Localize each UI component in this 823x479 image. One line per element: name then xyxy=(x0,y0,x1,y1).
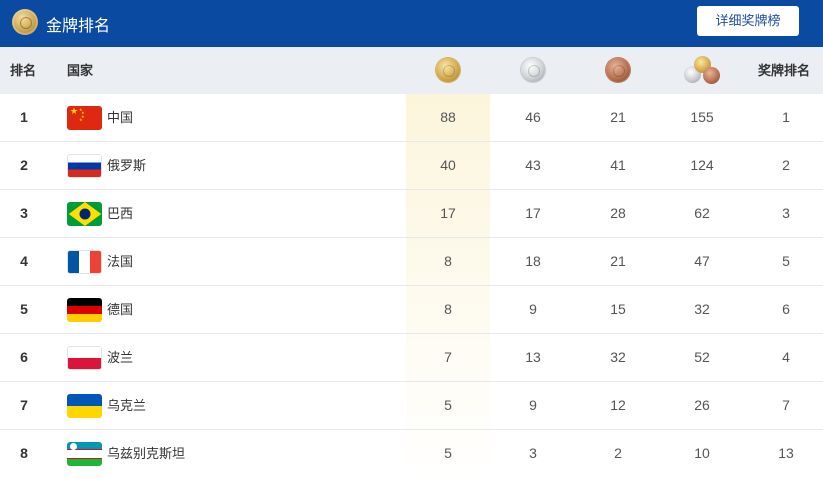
ukraine-flag-icon xyxy=(67,394,102,418)
rank-cell: 3 xyxy=(20,205,28,221)
gold-count: 40 xyxy=(440,157,456,173)
bronze-count: 12 xyxy=(610,397,626,413)
silver-medal-icon xyxy=(521,58,545,82)
gold-count: 7 xyxy=(444,349,452,365)
column-header-country: 国家 xyxy=(67,63,94,78)
bronze-count: 2 xyxy=(614,445,622,461)
russia-flag-icon xyxy=(67,154,102,178)
silver-count: 18 xyxy=(525,253,541,269)
uzbekistan-flag-icon xyxy=(67,442,102,466)
rank-cell: 4 xyxy=(20,253,28,269)
germany-flag-icon xyxy=(67,298,102,322)
bronze-count: 28 xyxy=(610,205,626,221)
silver-count: 43 xyxy=(525,157,541,173)
bronze-count: 15 xyxy=(610,301,626,317)
gold-count: 17 xyxy=(440,205,456,221)
table-row: 6 波兰 7 13 32 52 4 xyxy=(0,334,823,382)
rank-cell: 8 xyxy=(20,445,28,461)
total-count: 32 xyxy=(694,301,710,317)
total-count: 10 xyxy=(694,445,710,461)
gold-count: 8 xyxy=(444,253,452,269)
gold-medal-logo-icon xyxy=(12,9,38,35)
medal-rank-cell: 3 xyxy=(782,205,790,221)
silver-count: 13 xyxy=(525,349,541,365)
medal-rank-cell: 4 xyxy=(782,349,790,365)
bronze-count: 21 xyxy=(610,109,626,125)
france-flag-icon xyxy=(67,250,102,274)
rank-cell: 1 xyxy=(20,109,28,125)
table-row: 3 巴西 17 17 28 62 3 xyxy=(0,190,823,238)
gold-count: 5 xyxy=(444,397,452,413)
total-medals-icon xyxy=(684,56,722,86)
gold-count: 8 xyxy=(444,301,452,317)
gold-medal-icon xyxy=(436,58,460,82)
medal-rank-cell: 2 xyxy=(782,157,790,173)
country-name[interactable]: 法国 xyxy=(107,254,134,269)
silver-count: 9 xyxy=(529,301,537,317)
page-title: 金牌排名 xyxy=(46,18,111,35)
table-row: 8 乌兹别克斯坦 5 3 2 10 13 xyxy=(0,430,823,478)
column-header-rank: 排名 xyxy=(10,63,37,78)
country-name[interactable]: 中国 xyxy=(107,110,134,125)
detailed-medal-table-button[interactable]: 详细奖牌榜 xyxy=(697,6,799,36)
total-count: 47 xyxy=(694,253,710,269)
rank-cell: 5 xyxy=(20,301,28,317)
medal-rank-cell: 13 xyxy=(778,445,794,461)
bronze-count: 41 xyxy=(610,157,626,173)
table-row: 5 德国 8 9 15 32 6 xyxy=(0,286,823,334)
country-name[interactable]: 巴西 xyxy=(107,206,134,221)
country-name[interactable]: 波兰 xyxy=(107,350,134,365)
rank-cell: 6 xyxy=(20,349,28,365)
silver-count: 46 xyxy=(525,109,541,125)
rank-cell: 7 xyxy=(20,397,28,413)
country-name[interactable]: 俄罗斯 xyxy=(107,158,147,173)
medal-rank-cell: 1 xyxy=(782,109,790,125)
total-count: 26 xyxy=(694,397,710,413)
brazil-flag-icon xyxy=(67,202,102,226)
table-row: 1 ★ ★ ★ ★ ★ 中国 88 46 21 155 1 xyxy=(0,94,823,142)
gold-count: 88 xyxy=(440,109,456,125)
medal-rank-cell: 7 xyxy=(782,397,790,413)
table-row: 2 俄罗斯 40 43 41 124 2 xyxy=(0,142,823,190)
bronze-medal-icon xyxy=(606,58,630,82)
table-row: 4 法国 8 18 21 47 5 xyxy=(0,238,823,286)
medal-rank-cell: 5 xyxy=(782,253,790,269)
column-header-medal-rank: 奖牌排名 xyxy=(758,63,811,78)
poland-flag-icon xyxy=(67,346,102,370)
gold-count: 5 xyxy=(444,445,452,461)
table-row: 7 乌克兰 5 9 12 26 7 xyxy=(0,382,823,430)
country-name[interactable]: 德国 xyxy=(107,302,134,317)
bronze-count: 21 xyxy=(610,253,626,269)
total-count: 155 xyxy=(690,109,714,125)
country-name[interactable]: 乌克兰 xyxy=(107,398,147,413)
silver-count: 9 xyxy=(529,397,537,413)
china-flag-icon: ★ ★ ★ ★ ★ xyxy=(67,106,102,130)
country-name[interactable]: 乌兹别克斯坦 xyxy=(107,446,186,461)
total-count: 62 xyxy=(694,205,710,221)
silver-count: 3 xyxy=(529,445,537,461)
medal-rank-cell: 6 xyxy=(782,301,790,317)
total-count: 52 xyxy=(694,349,710,365)
bronze-count: 32 xyxy=(610,349,626,365)
silver-count: 17 xyxy=(525,205,541,221)
total-count: 124 xyxy=(690,157,714,173)
rank-cell: 2 xyxy=(20,157,28,173)
header-bar: 金牌排名 详细奖牌榜 xyxy=(0,0,823,47)
